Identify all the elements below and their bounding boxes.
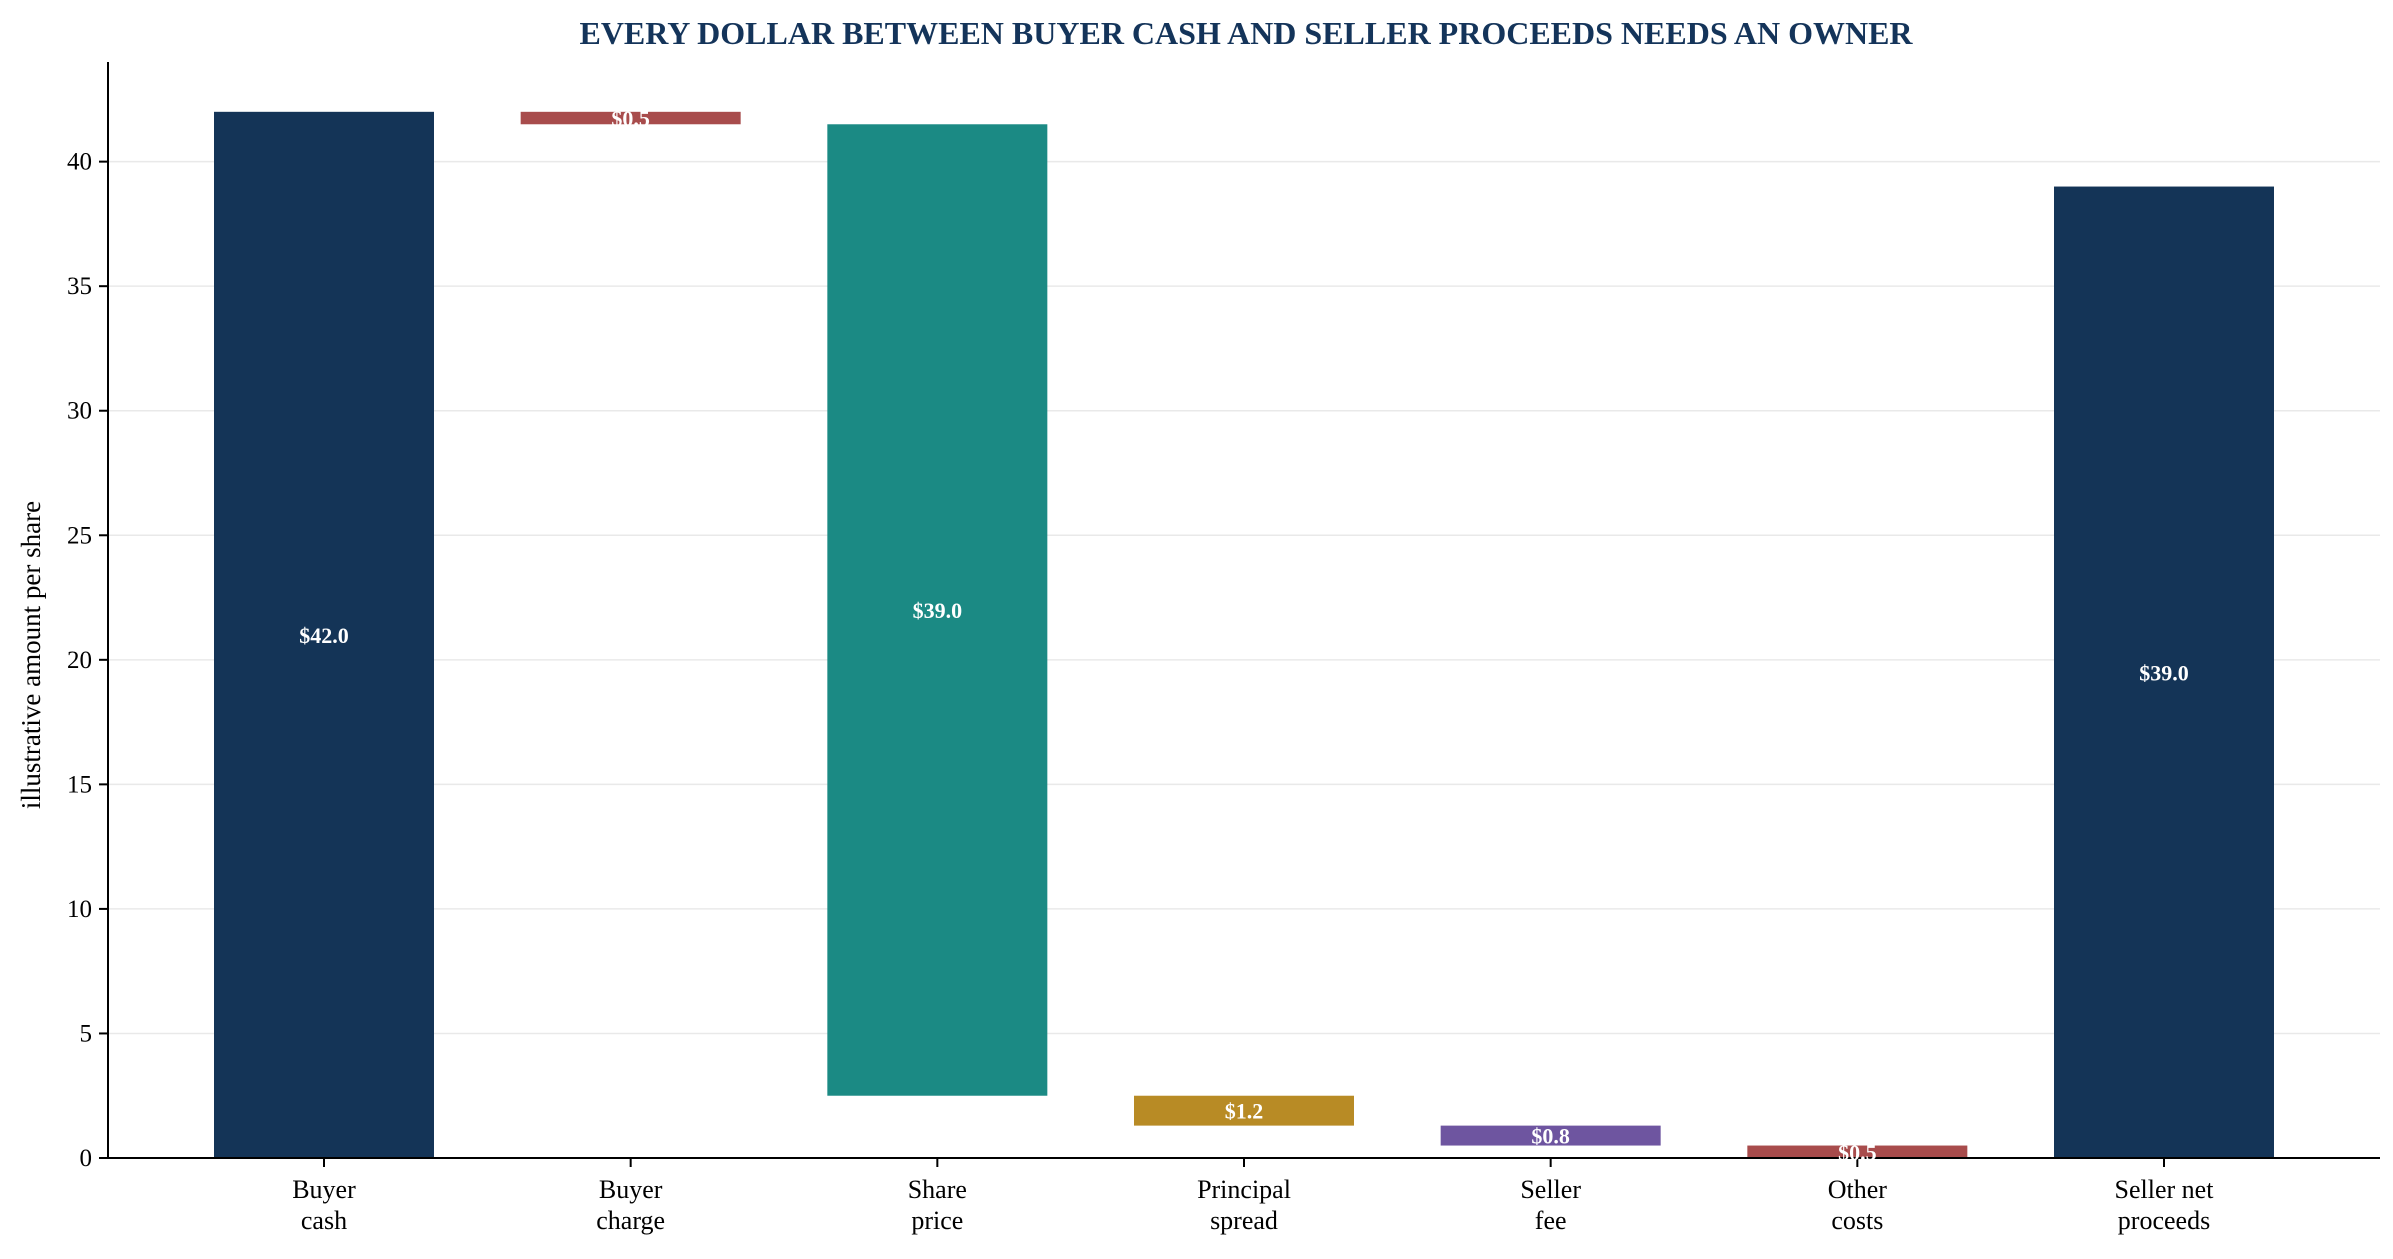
bar-value-label: $42.0 (299, 623, 349, 648)
x-tick-label: Buyer cash (292, 1175, 356, 1235)
x-tick-label: Buyer charge (596, 1175, 665, 1235)
waterfall-bar (1134, 1095, 1354, 1126)
waterfall-bar (2054, 186, 2274, 1158)
y-tick-label: 15 (67, 771, 92, 798)
waterfall-bar (1440, 1125, 1661, 1146)
bar-value-label: $39.0 (913, 598, 963, 623)
labels: $42.0 $0.5 $39.0 $1.2 $0.8 $0.5 $39.0 (299, 106, 2189, 1165)
x-tick-label: Seller net proceeds (2115, 1175, 2215, 1235)
y-tick-label: 35 (67, 273, 92, 300)
x-tick-label: Principal spread (1197, 1175, 1291, 1235)
bar-value-label: $0.5 (1838, 1140, 1877, 1165)
x-tick-label: Other costs (1828, 1175, 1888, 1235)
y-tick-label: 30 (67, 398, 92, 425)
y-tick-label: 0 (80, 1145, 93, 1172)
waterfall-bar (1747, 1145, 1968, 1158)
y-axis-label: illustrative amount per share (16, 501, 46, 809)
bar-value-label: $0.8 (1531, 1124, 1570, 1149)
y-tick-label: 25 (67, 522, 92, 549)
waterfall-bar (827, 124, 1048, 1096)
y-tick-label: 40 (67, 149, 92, 176)
grid-lines (108, 160, 2380, 1035)
x-tick-label: Share price (908, 1175, 967, 1235)
bar-value-label: $0.5 (611, 106, 650, 131)
bars (214, 111, 2274, 1158)
y-tick-label: 20 (67, 647, 92, 674)
y-tick-label: 5 (80, 1020, 93, 1047)
waterfall-bar (214, 111, 434, 1158)
chart-title: EVERY DOLLAR BETWEEN BUYER CASH AND SELL… (579, 15, 1913, 51)
axes: 0 5 10 15 20 25 30 35 40 Buyer cash Buyer charge Shar… (67, 62, 2380, 1235)
bar-value-label: $1.2 (1225, 1099, 1264, 1124)
y-tick-label: 10 (67, 896, 92, 923)
bar-value-label: $39.0 (2139, 660, 2189, 685)
waterfall-bar (520, 111, 741, 125)
x-tick-label: Seller fee (1520, 1175, 1581, 1235)
